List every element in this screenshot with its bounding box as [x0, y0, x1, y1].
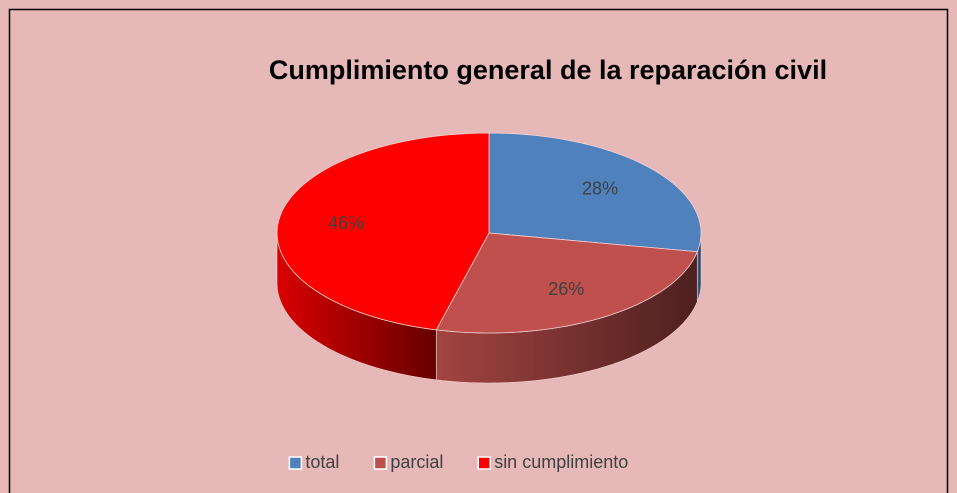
legend-swatch: [477, 456, 491, 470]
pie-slice: [435, 232, 698, 334]
chart-border: [8, 8, 949, 493]
legend-label: sin cumplimiento: [494, 452, 628, 472]
legend-label: parcial: [390, 452, 443, 472]
pie-slice: [488, 132, 702, 253]
legend-swatch: [373, 456, 388, 470]
data-label: 26%: [548, 279, 584, 299]
legend-swatch: [288, 456, 303, 470]
data-label: 28%: [582, 178, 618, 198]
data-label: 46%: [328, 213, 364, 233]
legend-label: total: [305, 452, 339, 472]
chart-title: Cumplimiento general de la reparación ci…: [269, 55, 827, 85]
pie-slice: [276, 132, 490, 331]
